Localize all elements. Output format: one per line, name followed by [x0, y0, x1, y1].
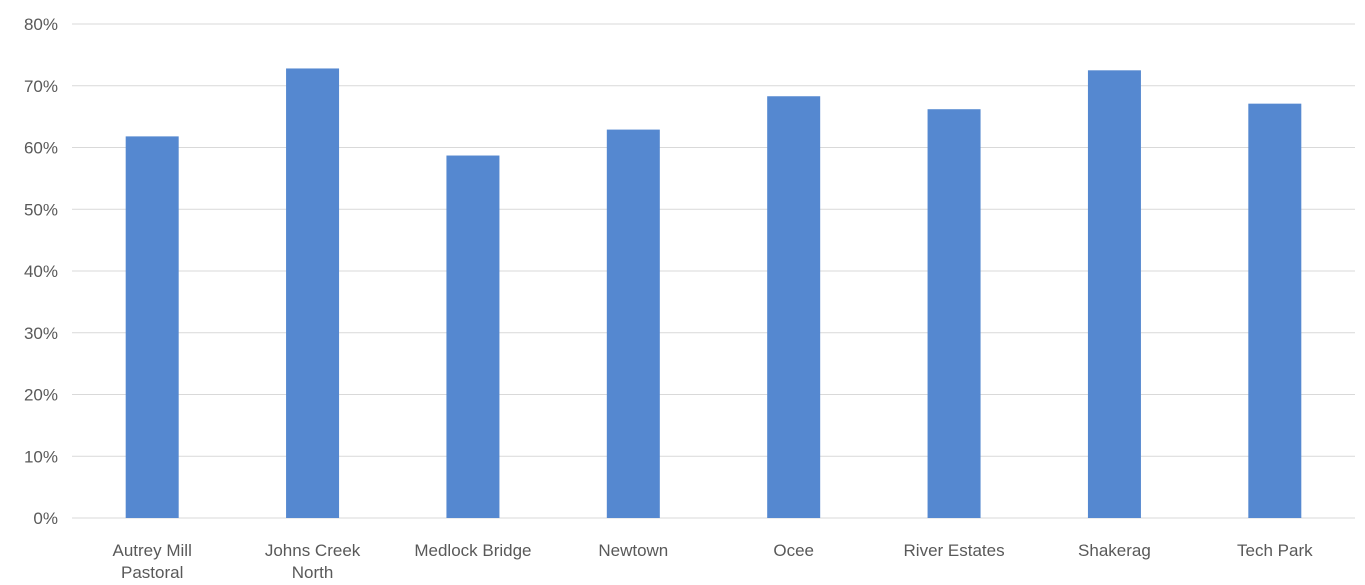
x-category-label: River Estates — [904, 541, 1005, 560]
y-tick-label: 60% — [24, 139, 58, 158]
y-tick-label: 70% — [24, 77, 58, 96]
y-tick-label: 0% — [33, 509, 58, 528]
y-tick-label: 50% — [24, 200, 58, 219]
bar-2 — [446, 155, 500, 518]
x-category-label: Medlock Bridge — [414, 541, 531, 560]
x-category-label: Ocee — [773, 541, 814, 560]
y-axis-tick-labels: 0% 10% 20% 30% 40% 50% 60% 70% 80% — [24, 15, 58, 528]
bar-4 — [767, 96, 821, 518]
bar-6 — [1087, 70, 1141, 518]
y-tick-label: 30% — [24, 324, 58, 343]
bar-7 — [1248, 103, 1302, 518]
y-tick-label: 80% — [24, 15, 58, 34]
bars — [125, 68, 1302, 519]
x-category-label: Johns Creek North — [265, 541, 361, 582]
gridlines — [72, 23, 1355, 519]
x-category-label: Tech Park — [1237, 541, 1313, 560]
y-tick-label: 40% — [24, 262, 58, 281]
x-category-label: Newtown — [598, 541, 668, 560]
x-axis-category-labels: Autrey Mill Pastoral Johns Creek North Medlo… — [113, 541, 1314, 582]
x-category-label: Autrey Mill Pastoral — [113, 541, 192, 582]
bar-0 — [125, 136, 179, 518]
y-tick-label: 10% — [24, 447, 58, 466]
bar-3 — [606, 129, 660, 518]
x-category-label: Shakerag — [1078, 541, 1151, 560]
bar-5 — [927, 109, 981, 518]
y-tick-label: 20% — [24, 386, 58, 405]
bar-1 — [286, 68, 340, 519]
